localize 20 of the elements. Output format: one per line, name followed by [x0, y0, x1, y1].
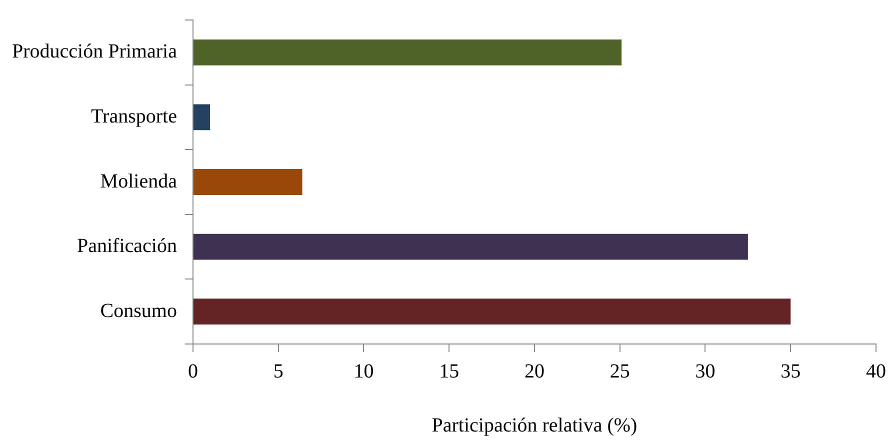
x-tick-label: 30: [695, 360, 716, 382]
x-axis-title: Participación relativa (%): [432, 414, 638, 436]
bar: [193, 169, 302, 195]
x-tick-label: 35: [780, 360, 801, 382]
y-tick-label: Molienda: [100, 170, 178, 192]
y-tick-label: Producción Primaria: [12, 40, 178, 63]
x-tick-label: 25: [610, 360, 630, 382]
x-tick-label: 40: [866, 360, 886, 382]
x-tick-label: 20: [524, 360, 544, 382]
y-tick-label: Transporte: [91, 105, 178, 128]
y-tick-label: Panificación: [76, 235, 177, 258]
y-tick-label: Consumo: [100, 300, 177, 322]
bar: [193, 298, 791, 325]
bar: [193, 39, 622, 66]
bar: [193, 104, 210, 130]
x-tick-label: 10: [354, 360, 374, 382]
x-tick-label: 5: [273, 360, 284, 382]
bar: [193, 234, 748, 260]
x-tick-label: 0: [188, 360, 198, 382]
x-tick-label: 15: [439, 360, 460, 382]
